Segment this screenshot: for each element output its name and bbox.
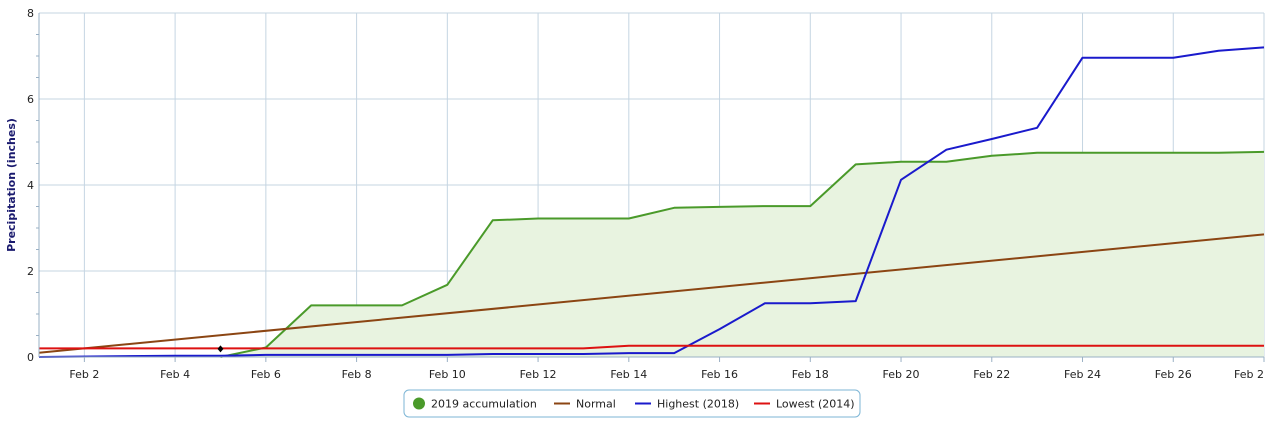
area-fills (220, 151, 1264, 357)
x-tick-label: Feb 6 (251, 368, 281, 381)
diamond-marker (217, 345, 224, 353)
y-tick-label: 2 (27, 265, 34, 278)
x-tick-label: Feb 14 (610, 368, 647, 381)
x-tick-label: Feb 2 (1234, 368, 1264, 381)
legend-box (403, 389, 861, 418)
x-tick-label: Feb 20 (883, 368, 920, 381)
series-lines (38, 46, 1265, 358)
y-tick-label: 6 (27, 93, 34, 106)
axes: Feb 2 Feb 4 Feb 6 Feb 8 Feb 10 Feb 12 Feb 14 Fe… (27, 7, 1265, 381)
x-tick-label: Feb 24 (1064, 368, 1101, 381)
x-tick-label: Feb 16 (701, 368, 738, 381)
x-tick-label: Feb 22 (973, 368, 1010, 381)
x-tick-label: Feb 8 (342, 368, 372, 381)
legend-item-label: Lowest (2014) (776, 398, 855, 411)
series-line-lowest-2014 (39, 344, 1264, 350)
markers (217, 345, 224, 353)
x-tick-label: Feb 4 (160, 368, 190, 381)
x-tick-label: Feb 12 (520, 368, 557, 381)
y-tick-label: 8 (27, 7, 34, 20)
series-area-2019-accumulation (220, 151, 1264, 357)
legend-item-label: 2019 accumulation (431, 398, 537, 411)
legend-symbol-circle (413, 397, 425, 410)
legend: 2019 accumulation Normal Highest (2018) Low… (403, 389, 861, 418)
legend-item-label: Highest (2018) (657, 398, 739, 411)
y-tick-label: 0 (27, 351, 34, 364)
x-tick-label: Feb 18 (792, 368, 829, 381)
legend-item-label: Normal (576, 398, 616, 411)
series-line-highest-2018 (38, 46, 1265, 358)
x-tick-label: Feb 10 (429, 368, 466, 381)
y-tick-label: 4 (27, 179, 34, 192)
x-tick-label: Feb 26 (1155, 368, 1192, 381)
series-line-2019-accumulation (220, 150, 1265, 358)
y-axis-label: Precipitation (inches) (5, 118, 18, 252)
series-line-normal (38, 233, 1265, 354)
x-tick-label: Feb 2 (69, 368, 99, 381)
